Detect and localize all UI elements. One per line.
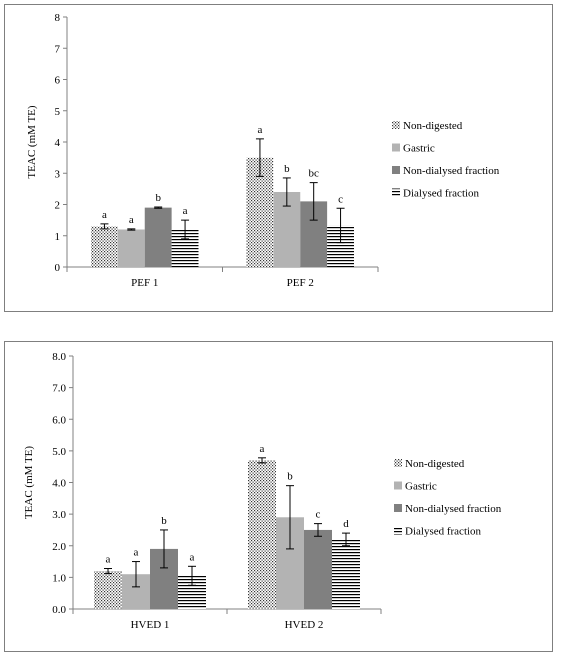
legend-label: Dialysed fraction xyxy=(403,188,480,200)
y-axis-label: TEAC (mM TE) xyxy=(23,446,35,519)
legend-label: Non-dialysed fraction xyxy=(403,165,500,177)
significance-label: a xyxy=(257,124,262,136)
chart-pef: 0 1 2 3 4 5 6 7 8 TEAC (mM TE) a a b a PEF 1 a b bc c PEF 2… xyxy=(26,12,500,289)
x-category-label: PEF 2 xyxy=(287,277,314,289)
significance-label: a xyxy=(134,547,139,559)
significance-label: b xyxy=(155,192,161,204)
x-category-label: HVED 1 xyxy=(131,619,170,631)
y-tick-label: 7.0 xyxy=(52,383,66,395)
y-tick-label: 0.0 xyxy=(52,604,66,616)
bar xyxy=(91,226,118,267)
bar xyxy=(94,571,122,609)
legend-label: Non-digested xyxy=(403,120,463,132)
significance-label: a xyxy=(183,205,188,217)
y-tick-label: 8.0 xyxy=(52,351,66,363)
significance-label: c xyxy=(316,509,321,521)
y-tick-label: 0 xyxy=(55,262,61,274)
y-tick-label: 2.0 xyxy=(52,541,66,553)
legend-label: Gastric xyxy=(405,481,437,493)
y-tick-label: 8 xyxy=(55,12,61,24)
x-category-label: HVED 2 xyxy=(285,619,324,631)
legend-label: Dialysed fraction xyxy=(405,526,482,538)
bar xyxy=(248,460,276,609)
significance-label: d xyxy=(343,518,349,530)
legend-label: Gastric xyxy=(403,143,435,155)
y-tick-label: 4.0 xyxy=(52,478,66,490)
legend-swatch xyxy=(392,143,400,152)
chart-hved: 0.0 1.0 2.0 3.0 4.0 5.0 6.0 7.0 8.0 TEAC (mM TE) a… xyxy=(23,351,502,631)
significance-label: b xyxy=(287,471,293,483)
significance-label: b xyxy=(161,515,167,527)
chart-panel-hved: 0.0 1.0 2.0 3.0 4.0 5.0 6.0 7.0 8.0 TEAC (mM TE) a… xyxy=(4,341,553,652)
y-tick-label: 6 xyxy=(55,75,61,87)
y-axis-label: TEAC (mM TE) xyxy=(26,105,38,178)
legend-swatch xyxy=(394,504,402,512)
significance-label: a xyxy=(106,554,111,566)
legend-swatch xyxy=(392,166,400,174)
significance-label: b xyxy=(284,163,290,175)
y-tick-label: 3.0 xyxy=(52,509,66,521)
y-tick-label: 1 xyxy=(55,231,61,243)
legend-swatch xyxy=(394,526,402,535)
legend-swatch xyxy=(394,459,402,467)
bar xyxy=(117,229,145,267)
y-tick-label: 7 xyxy=(55,43,61,55)
y-tick-label: 6.0 xyxy=(52,414,66,426)
legend-swatch xyxy=(392,188,400,197)
legend-swatch xyxy=(394,481,402,490)
significance-label: c xyxy=(338,193,343,205)
significance-label: a xyxy=(129,214,134,226)
significance-label: a xyxy=(260,443,265,455)
significance-label: bc xyxy=(308,168,319,180)
legend-label: Non-digested xyxy=(405,458,465,470)
bar xyxy=(304,529,332,609)
legend-label: Non-dialysed fraction xyxy=(405,503,502,515)
significance-label: a xyxy=(102,209,107,221)
x-category-label: PEF 1 xyxy=(131,277,158,289)
legend-swatch xyxy=(392,121,400,129)
significance-label: a xyxy=(190,551,195,563)
y-tick-label: 4 xyxy=(55,137,61,149)
y-tick-label: 3 xyxy=(55,168,61,180)
bar xyxy=(332,539,360,609)
y-tick-label: 5 xyxy=(55,106,61,118)
y-tick-label: 1.0 xyxy=(52,572,66,584)
chart-panel-pef: 0 1 2 3 4 5 6 7 8 TEAC (mM TE) a a b a PEF 1 a b bc c PEF 2… xyxy=(4,4,553,312)
bar xyxy=(144,207,172,267)
y-tick-label: 2 xyxy=(55,200,61,212)
y-tick-label: 5.0 xyxy=(52,446,66,458)
